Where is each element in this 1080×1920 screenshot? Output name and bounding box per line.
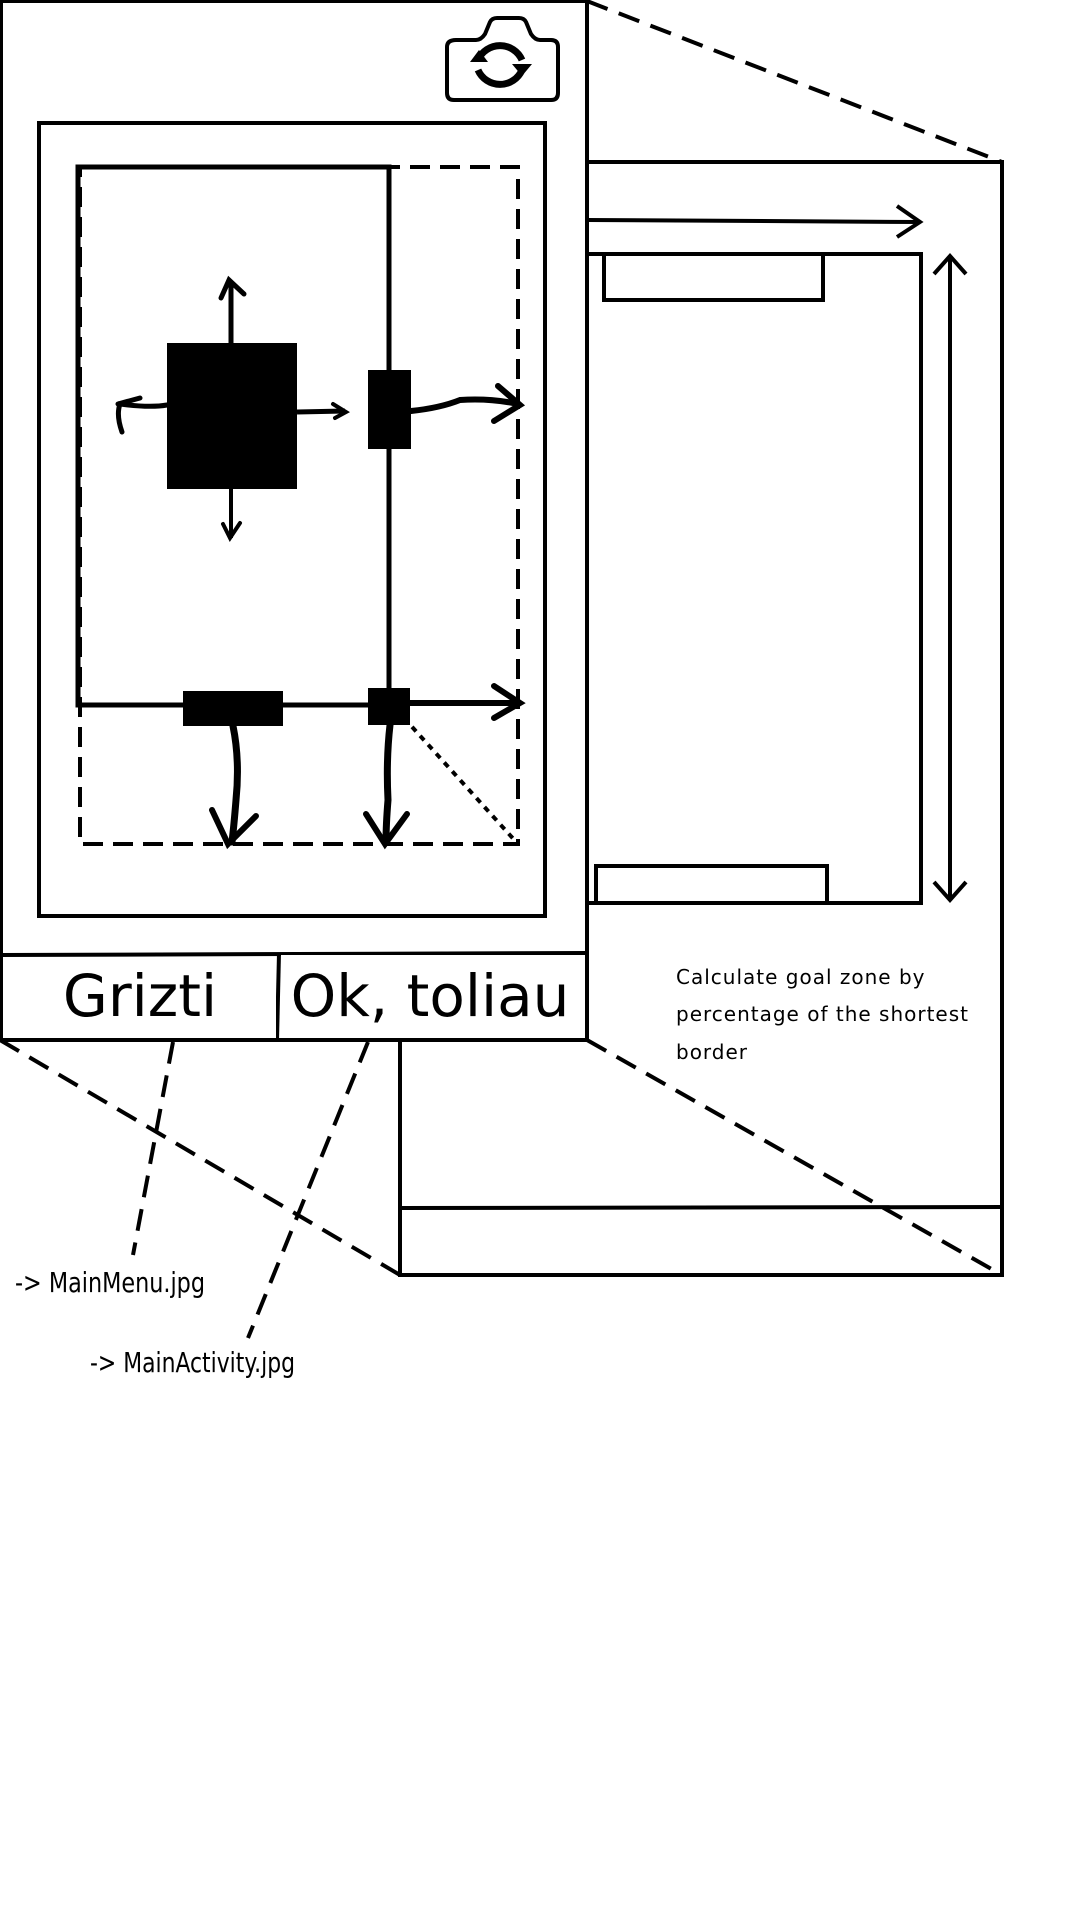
goal-zone-note-line: Calculate goal zone by: [676, 965, 925, 989]
bottom-edge-arrow: [228, 722, 241, 846]
corner-arrow-right-head: [491, 683, 526, 721]
corner-handle[interactable]: [368, 688, 410, 725]
ok-button-area: [281, 955, 585, 1038]
ok-link-line: [246, 1041, 370, 1339]
projection-panel: Calculate goal zone by percentage of the…: [0, 0, 1004, 1277]
projection-frame: [398, 160, 1004, 1277]
projection-guide-bottom-left: [0, 1038, 402, 1277]
right-edge-arrow-head: [491, 383, 526, 424]
handle-arrow-right: [296, 408, 346, 415]
width-arrow: [586, 218, 921, 224]
projection-footer-divider: [399, 1205, 1003, 1210]
camera-switch-icon[interactable]: [445, 16, 560, 102]
back-button-label: Grizti: [63, 962, 217, 1030]
corner-arrow-down: [382, 721, 394, 846]
expanded-field-outline: [78, 165, 520, 846]
goal-zone-note: Calculate goal zone by percentage of the…: [676, 965, 976, 1064]
goal-zone-bottom: [594, 864, 829, 905]
right-edge-arrow: [408, 396, 521, 414]
button-separator: [275, 952, 281, 1041]
back-link-line: [131, 1041, 175, 1256]
back-button[interactable]: Grizti: [3, 957, 276, 1038]
camera-refresh-arc-bottom: [474, 68, 526, 88]
center-drag-handle[interactable]: [167, 343, 297, 489]
projection-guide-bottom-right: [586, 1038, 1003, 1277]
goal-zone-top: [602, 252, 825, 302]
phone-screen: Grizti Ok, toliau: [0, 0, 589, 1042]
height-arrow-head-bottom: [932, 880, 968, 904]
button-bar-divider: [0, 951, 588, 957]
handle-arrow-up-head: [218, 275, 247, 301]
goal-zone-note-line: border: [676, 1040, 748, 1064]
handle-arrow-down-head: [221, 521, 242, 542]
camera-preview-frame: [37, 121, 547, 918]
navigation-links: -> MainMenu.jpg -> MainActivity.jpg: [15, 1041, 370, 1379]
goal-zone-note-line: percentage of the shortest: [676, 1002, 969, 1026]
projection-guide-top: [586, 0, 1003, 164]
back-link-target: -> MainMenu.jpg: [15, 1266, 205, 1299]
ok-button-label: Ok, toliau: [291, 962, 570, 1030]
right-edge-handle[interactable]: [368, 370, 411, 449]
width-arrow-head: [895, 204, 924, 239]
ok-button[interactable]: Ok, toliau: [281, 955, 585, 1038]
corner-diagonal: [402, 716, 520, 846]
camera-refresh-arrow-right: [512, 64, 532, 76]
handle-arrow-right-head: [331, 402, 350, 420]
bottom-edge-arrow-head: [209, 807, 259, 850]
back-button-area: [3, 957, 276, 1038]
bottom-edge-handle[interactable]: [183, 691, 283, 726]
projection-field: [587, 252, 923, 905]
phone-frame: [0, 0, 589, 1042]
ok-link-target: -> MainActivity.jpg: [90, 1346, 295, 1379]
camera-body: [445, 16, 560, 102]
camera-refresh-arrow-left: [470, 50, 488, 62]
handle-arrow-left-head: [115, 395, 143, 407]
height-arrow-head-top: [932, 252, 968, 276]
corner-arrow-down-head: [363, 811, 410, 850]
